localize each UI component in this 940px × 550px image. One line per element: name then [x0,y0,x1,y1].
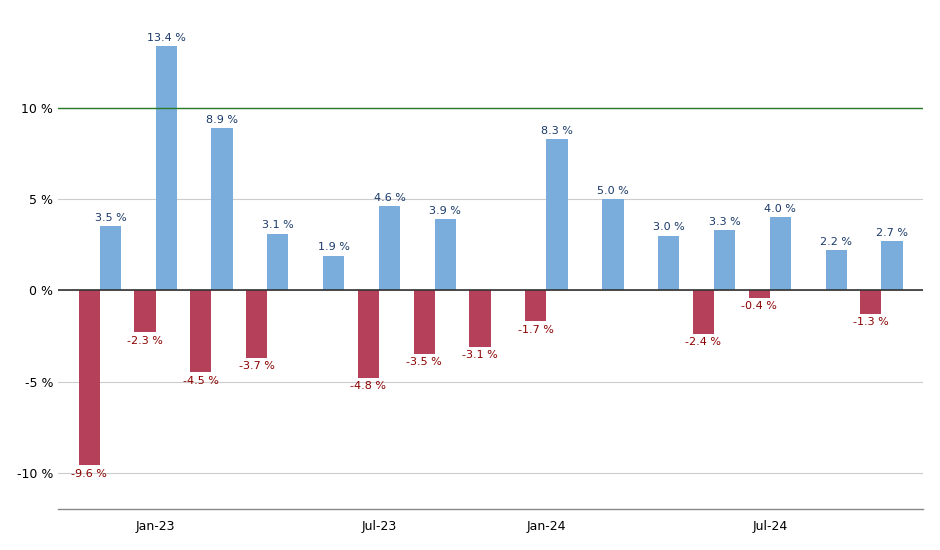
Bar [748,290,770,298]
Text: -1.3 %: -1.3 % [853,317,888,327]
Bar [469,290,491,347]
Bar [100,227,121,290]
Bar [358,290,379,378]
Bar [525,290,546,321]
Bar [134,290,156,332]
Bar [693,290,714,334]
Bar [414,290,435,354]
Text: 3.3 %: 3.3 % [709,217,741,227]
Text: -2.3 %: -2.3 % [127,336,163,345]
Text: -2.4 %: -2.4 % [685,337,721,348]
Text: 1.9 %: 1.9 % [318,243,350,252]
Bar [825,250,847,290]
Text: 2.7 %: 2.7 % [876,228,908,238]
Text: -3.5 %: -3.5 % [406,358,442,367]
Text: -4.8 %: -4.8 % [351,381,386,391]
Bar [860,290,882,314]
Bar [323,256,344,290]
Bar [156,46,177,290]
Text: 5.0 %: 5.0 % [597,186,629,196]
Bar [212,128,233,290]
Text: 4.0 %: 4.0 % [764,204,796,214]
Bar [603,199,623,290]
Text: 2.2 %: 2.2 % [821,237,853,247]
Bar [379,206,400,290]
Bar [190,290,212,372]
Text: 3.0 %: 3.0 % [653,222,684,232]
Text: -9.6 %: -9.6 % [71,469,107,478]
Bar [435,219,456,290]
Text: 4.6 %: 4.6 % [373,193,405,203]
Text: 13.4 %: 13.4 % [147,32,186,42]
Bar [79,290,100,465]
Text: -3.7 %: -3.7 % [239,361,274,371]
Bar [882,241,902,290]
Text: -3.1 %: -3.1 % [462,350,498,360]
Text: -1.7 %: -1.7 % [518,324,554,334]
Text: 3.9 %: 3.9 % [430,206,462,216]
Bar [770,217,791,290]
Bar [546,139,568,290]
Text: 3.5 %: 3.5 % [95,213,126,223]
Text: 3.1 %: 3.1 % [262,221,294,230]
Text: -4.5 %: -4.5 % [183,376,219,386]
Bar [267,234,289,290]
Text: 8.3 %: 8.3 % [541,125,573,136]
Bar [246,290,267,358]
Bar [714,230,735,290]
Bar [658,235,680,290]
Text: -0.4 %: -0.4 % [742,301,777,311]
Text: 8.9 %: 8.9 % [206,114,238,125]
